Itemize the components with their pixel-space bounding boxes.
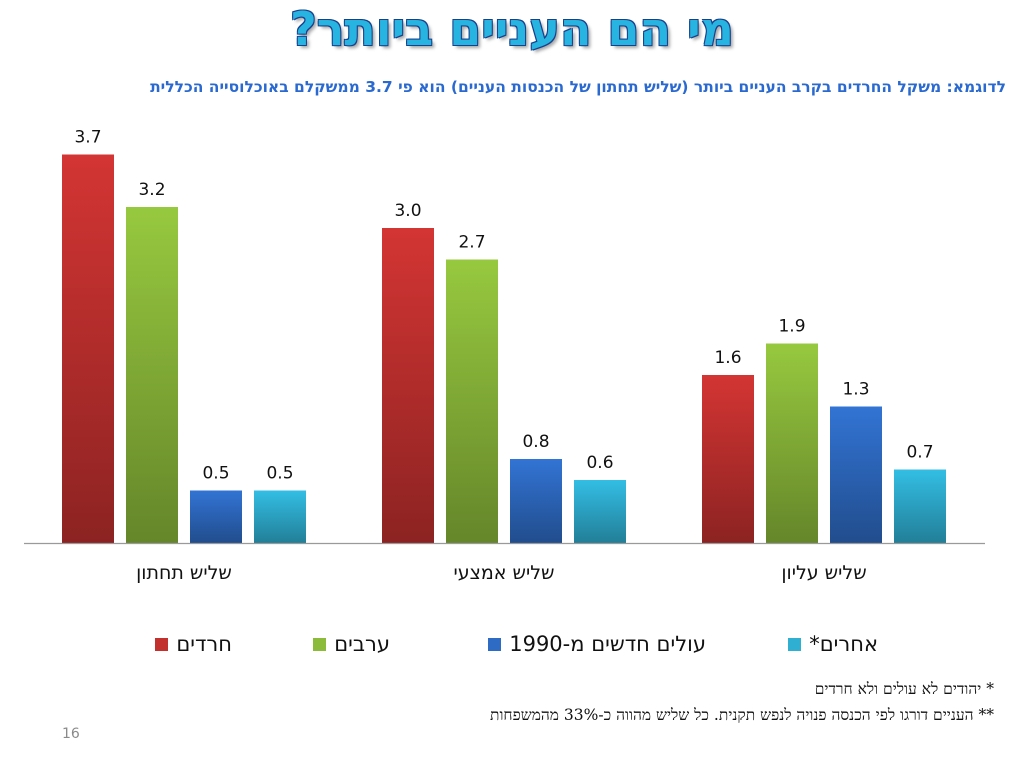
data-label: 0.5 [266,464,293,484]
data-label: 0.8 [522,432,549,452]
bar-3-series-4 [894,469,946,543]
bar-1-series-1 [62,154,114,543]
legend-item: חרדים [155,626,232,662]
category-label: שליש תחתון [136,562,232,584]
bar-3-series-3 [830,406,882,543]
data-label: 3.2 [138,180,165,200]
bar-2-series-2 [446,259,498,543]
bar-2-series-4 [574,480,626,543]
bar-2-series-3 [510,459,562,543]
category-label: שליש אמצעי [453,562,554,584]
category-label: שליש עליון [781,562,866,584]
page-title: מי הם העניים ביותר? [290,2,734,56]
page-number: 16 [62,726,80,742]
footnote-1: * יהודים לא עולים ולא חרדים [814,680,994,698]
legend-label: עולים חדשים מ-1990 [509,632,706,656]
data-label: 3.7 [74,128,101,148]
data-label: 2.7 [458,233,485,253]
data-label: 3.0 [394,201,421,221]
legend-label: חרדים [176,632,232,656]
data-label: 0.6 [586,453,613,473]
data-label: 1.9 [778,317,805,337]
data-label: 1.6 [714,348,741,368]
legend-swatch [488,637,502,651]
legend-item: ערבים [313,626,390,662]
data-label: 0.5 [202,464,229,484]
chart-subtitle: לדוגמא: משקל החרדים בקרב העניים ביותר (ש… [150,78,1006,96]
legend-label: ערבים [334,632,390,656]
bar-2-series-1 [382,228,434,543]
legend-swatch [788,637,802,651]
footnote-2: ** העניים דורגו לפי הכנסה פנויה לנפש תקנ… [490,706,994,724]
bar-1-series-4 [254,490,306,543]
bar-chart: 3.7 3.2 0.5 0.5 שליש תחתון 3.0 2.7 0.8 0.6 שליש א… [24,128,985,584]
legend-item: אחרים* [788,626,878,662]
legend-swatch [155,637,169,651]
legend-label: אחרים* [809,632,878,656]
bar-1-series-2 [126,207,178,543]
legend-item: עולים חדשים מ-1990 [488,626,706,662]
bar-3-series-2 [766,343,818,543]
chart-legend: חרדים ערבים עולים חדשים מ-1990 אחרים* [0,626,1024,662]
bar-3-series-1 [702,375,754,543]
data-label: 1.3 [842,380,869,400]
data-label: 0.7 [906,443,933,463]
bar-1-series-3 [190,490,242,543]
legend-swatch [313,637,327,651]
